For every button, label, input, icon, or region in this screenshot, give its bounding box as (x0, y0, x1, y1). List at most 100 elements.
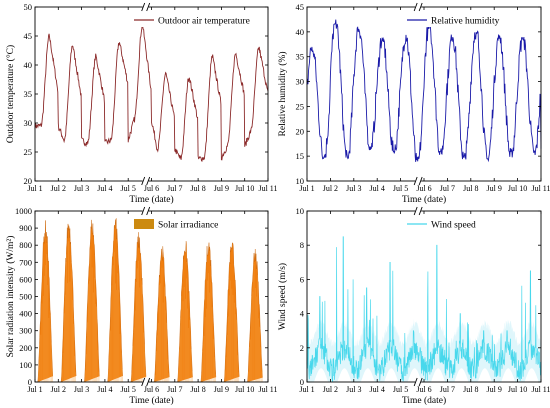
axis-break-mask (415, 207, 422, 215)
x-tick-label: Jul 5 (121, 184, 136, 193)
axes: 0 100 200 300 400 500 600 700 800 900 1000 Jul 1 Jul… (5, 206, 278, 406)
y-tick-label: 20 (24, 176, 33, 186)
legend-box (403, 217, 537, 231)
axis-break-mark (146, 2, 151, 12)
axis-break-mark (146, 377, 151, 387)
y-tick-label: 8 (300, 240, 304, 250)
x-tick-label: Jul 9 (487, 184, 502, 193)
legend-label: Outdoor air temperature (158, 17, 250, 27)
x-tick-label: Jul 8 (463, 184, 478, 193)
x-tick-label: Jul 1 (27, 385, 42, 394)
x-tick-label: Jul 2 (51, 184, 66, 193)
y-tick-label: 500 (19, 292, 32, 302)
x-tick-label: Jul 11 (258, 184, 277, 193)
x-tick-label: Jul 10 (508, 385, 527, 394)
legend-box (130, 13, 264, 27)
axes: 0 2 4 6 8 10 Jul 1 Jul 2 Jul 3 Jul 4 Jul 5 Jul 6 Jul… (277, 206, 550, 406)
y-tick-label: 0 (300, 377, 304, 387)
axis-break-mark (418, 2, 423, 12)
x-tick-label: Jul 6 (144, 385, 159, 394)
y-tick-label: 25 (24, 147, 33, 157)
x-tick-label: Jul 5 (121, 385, 136, 394)
y-tick-label: 25 (296, 101, 305, 111)
y-axis-label: Solar radiation intensity (W/m²) (5, 236, 16, 358)
x-tick-label: Jul 5 (393, 184, 408, 193)
x-tick-label: Jul 10 (508, 184, 527, 193)
axis-break-mask (415, 3, 422, 11)
x-tick-label: Jul 6 (144, 184, 159, 193)
axis-break-mark (413, 377, 418, 387)
x-tick-label: Jul 1 (27, 184, 42, 193)
legend: Wind speed (403, 217, 537, 231)
axis-break-mark (141, 377, 146, 387)
y-tick-label: 45 (296, 2, 305, 12)
series-line-wind-speed (306, 236, 542, 382)
y-tick-label: 600 (19, 274, 32, 284)
axis-break-mark (141, 176, 146, 186)
x-tick-label: Jul 8 (190, 184, 205, 193)
y-tick-label: 1000 (15, 206, 32, 216)
x-tick-label: Jul 5 (393, 385, 408, 394)
x-axis-label: Time (date) (129, 395, 173, 406)
y-tick-label: 20 (296, 126, 305, 136)
y-tick-label: 800 (19, 240, 32, 250)
legend: Relative humidity (403, 13, 537, 27)
x-tick-label: Jul 6 (416, 184, 431, 193)
y-tick-label: 35 (24, 89, 33, 99)
x-tick-label: Jul 11 (531, 184, 550, 193)
y-tick-label: 900 (19, 223, 32, 233)
chart-panel-2: 10 15 20 25 30 35 40 45 Jul 1 Jul 2 Jul 3 Jul 4 Jul … (277, 2, 550, 205)
legend-label: Relative humidity (431, 17, 500, 27)
legend-label: Solar irradiance (158, 221, 218, 231)
x-tick-label: Jul 8 (463, 385, 478, 394)
y-tick-label: 200 (19, 343, 32, 353)
y-tick-label: 400 (19, 309, 32, 319)
series-line-outdoor-air-temperature (34, 23, 269, 162)
y-tick-label: 10 (296, 206, 305, 216)
x-tick-label: Jul 11 (258, 385, 277, 394)
x-axis-label: Time (date) (402, 194, 446, 205)
y-tick-label: 50 (24, 2, 33, 12)
x-tick-label: Jul 7 (440, 385, 455, 394)
y-tick-label: 2 (300, 343, 304, 353)
x-tick-label: Jul 1 (299, 385, 314, 394)
x-tick-label: Jul 4 (370, 385, 385, 394)
legend-box (403, 13, 537, 27)
x-tick-label: Jul 9 (487, 385, 502, 394)
y-tick-label: 6 (300, 274, 304, 284)
axis-break-mask (415, 177, 422, 185)
y-tick-label: 300 (19, 326, 32, 336)
x-tick-label: Jul 1 (299, 184, 314, 193)
y-tick-label: 30 (24, 118, 33, 128)
chart-panel-3: 0 100 200 300 400 500 600 700 800 900 1000 Jul 1 Jul… (5, 206, 278, 406)
x-tick-label: Jul 4 (370, 184, 385, 193)
x-axis-label: Time (date) (129, 194, 173, 205)
x-axis-label: Time (date) (402, 395, 446, 406)
axis-break-mark (141, 2, 146, 12)
axis-break-mark (141, 206, 146, 216)
series-line-relative-humidity (306, 19, 542, 163)
x-tick-label: Jul 7 (167, 385, 182, 394)
x-tick-label: Jul 3 (74, 385, 89, 394)
wind-envelope (307, 318, 541, 382)
y-tick-label: 30 (296, 77, 305, 87)
x-tick-label: Jul 4 (97, 184, 112, 193)
y-tick-label: 10 (296, 176, 305, 186)
y-axis-label: Outdoor temperature (°C) (5, 45, 16, 143)
axis-break-mark (418, 206, 423, 216)
x-tick-label: Jul 2 (51, 385, 66, 394)
x-tick-label: Jul 3 (346, 184, 361, 193)
legend-box (130, 217, 264, 231)
axis-break-mask (142, 207, 149, 215)
y-tick-label: 15 (296, 151, 305, 161)
y-tick-label: 35 (296, 52, 305, 62)
axis-break-mask (415, 378, 422, 386)
axis-break-mask (142, 378, 149, 386)
chart-panel-4: 0 2 4 6 8 10 Jul 1 Jul 2 Jul 3 Jul 4 Jul 5 Jul 6 Jul… (277, 206, 550, 406)
x-tick-label: Jul 3 (74, 184, 89, 193)
axis-break-mark (418, 176, 423, 186)
x-tick-label: Jul 11 (531, 385, 550, 394)
axis-break-mark (413, 176, 418, 186)
y-tick-label: 700 (19, 257, 32, 267)
x-tick-label: Jul 3 (346, 385, 361, 394)
